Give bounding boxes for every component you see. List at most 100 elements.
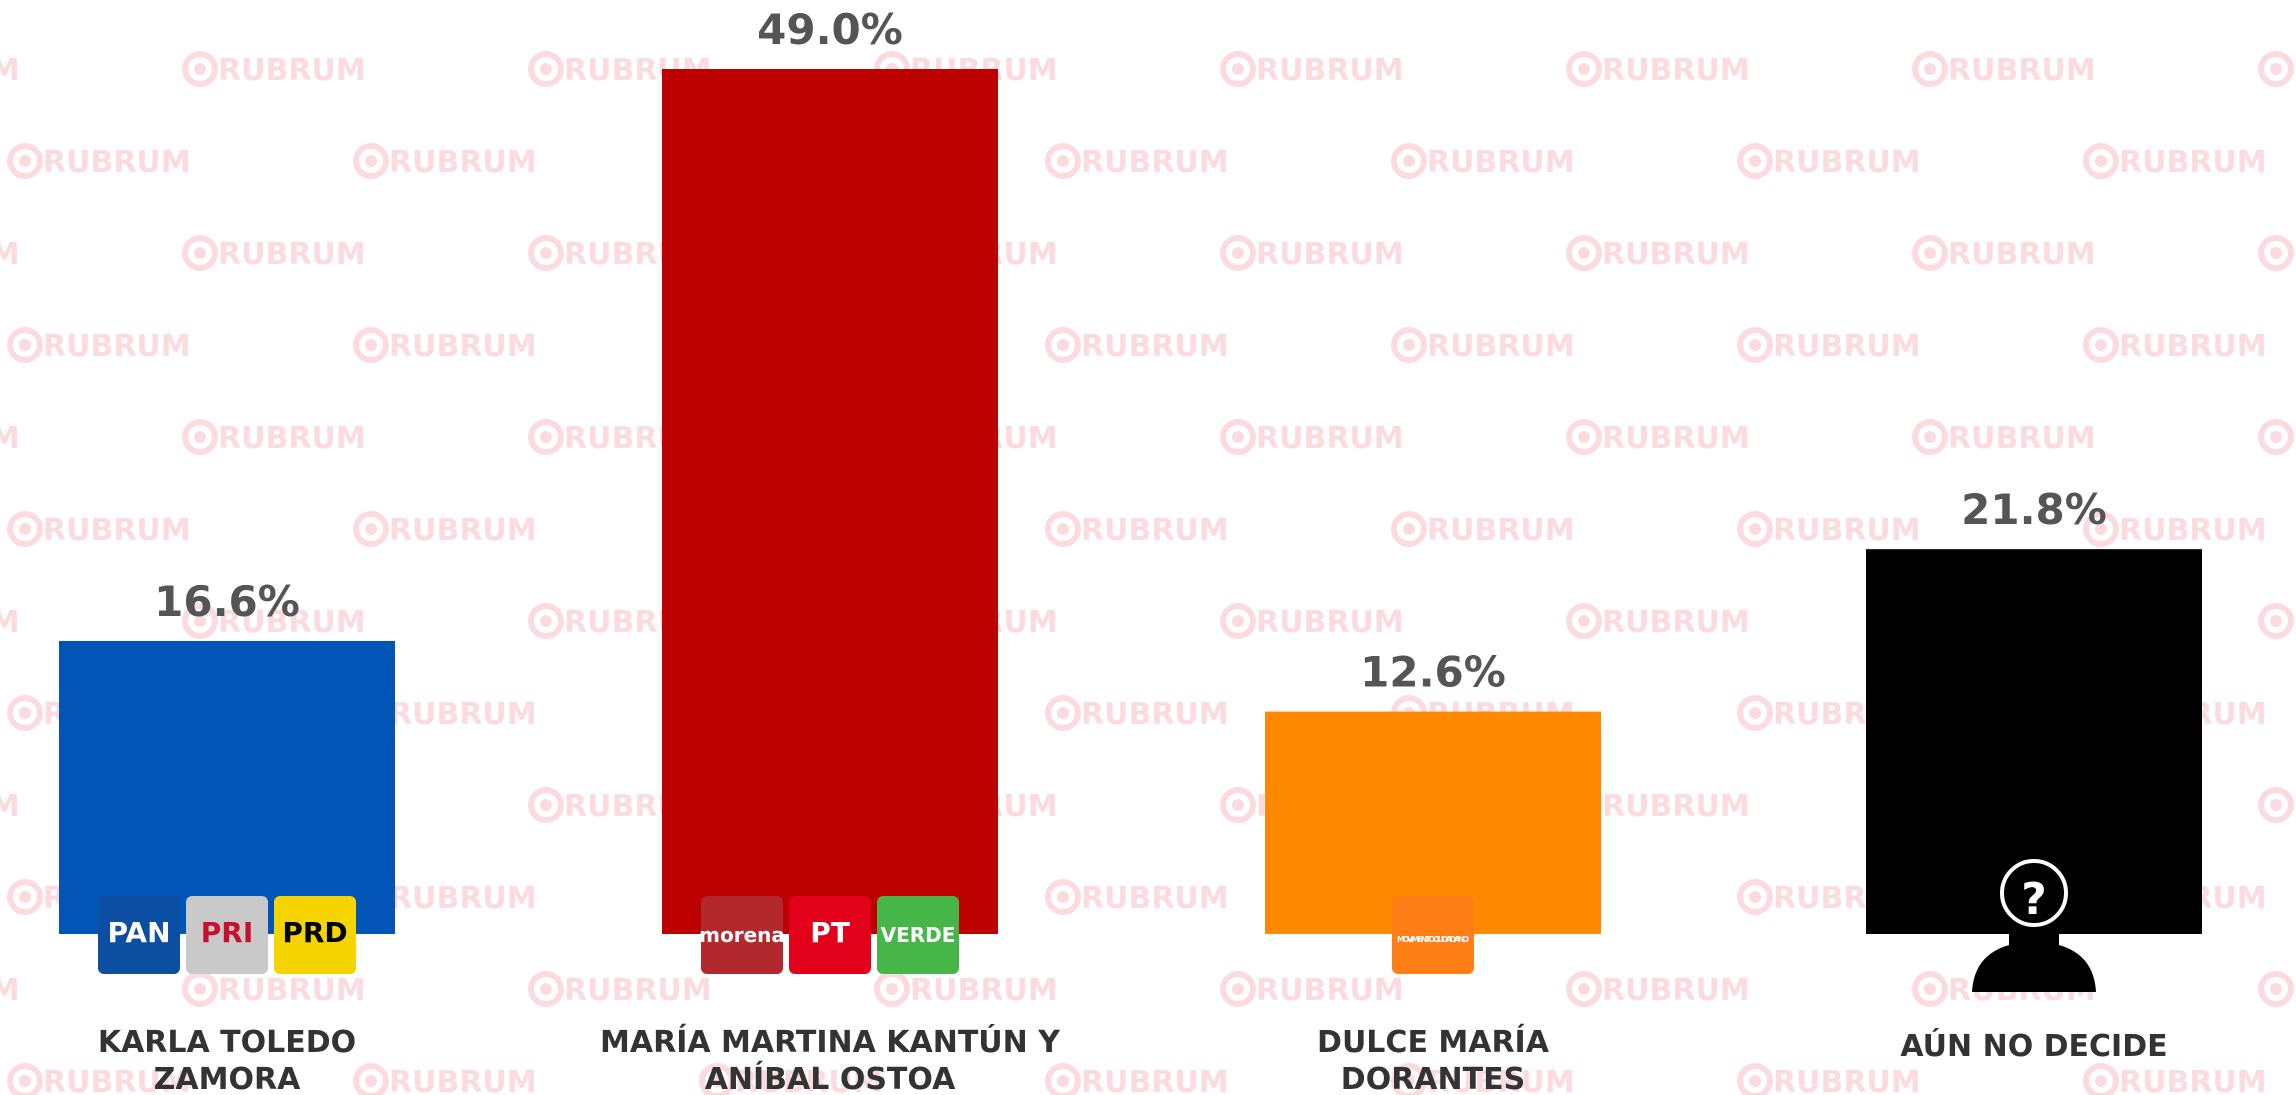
watermark-icon (1737, 879, 1773, 915)
watermark-icon (7, 1063, 43, 1095)
watermark-icon (528, 971, 564, 1007)
watermark: RUBRUM (1081, 145, 1229, 180)
watermark-icon (182, 51, 218, 87)
watermark: RUBRUM (1427, 513, 1575, 548)
watermark: RUBRUM (1602, 237, 1750, 272)
watermark-icon (1737, 511, 1773, 547)
watermark: RUBRUM (1256, 605, 1404, 640)
watermark: RUBRUM (1081, 513, 1229, 548)
category-label: DULCE MARÍA DORANTES (1317, 1025, 1549, 1095)
watermark: RUBRUM (1948, 421, 2096, 456)
watermark-icon (1045, 143, 1081, 179)
watermark: RUBRUM (1427, 145, 1575, 180)
watermark-icon (528, 51, 564, 87)
watermark-icon-dot (2270, 615, 2282, 627)
watermark-icon (1045, 695, 1081, 731)
watermark-icon-dot (1232, 799, 1244, 811)
watermark-icon-dot (365, 339, 377, 351)
watermark-icon-dot (540, 431, 552, 443)
watermark: RUBRUM (1602, 421, 1750, 456)
watermark: RUBRUM (389, 1065, 537, 1095)
watermark: RUBRUM (2119, 145, 2267, 180)
watermark-icon (2083, 327, 2119, 363)
logo-label: ? (2021, 874, 2047, 925)
watermark-icon (1566, 971, 1602, 1007)
watermark: RUBRUM (218, 237, 366, 272)
watermark: RUBRUM (1602, 53, 1750, 88)
watermark-icon-dot (1578, 983, 1590, 995)
watermark-icon (1220, 971, 1256, 1007)
watermark-icon (2258, 419, 2294, 455)
watermark-icon (2083, 1063, 2119, 1095)
watermark: RUBRUM (389, 697, 537, 732)
watermark: RUBRUM (2294, 973, 2296, 1008)
watermark-icon (1566, 235, 1602, 271)
watermark: RUBRUM (389, 513, 537, 548)
watermark-icon (1391, 143, 1427, 179)
watermark: RUBRUM (2294, 421, 2296, 456)
watermark-icon (1566, 51, 1602, 87)
watermark-icon-dot (2095, 339, 2107, 351)
category-label: MARÍA MARTINA KANTÚN Y ANÍBAL OSTOA (600, 1025, 1060, 1095)
category-label: KARLA TOLEDO ZAMORA (97, 1025, 357, 1095)
watermark-icon-dot (1578, 63, 1590, 75)
watermark-icon (1045, 1063, 1081, 1095)
watermark-icon (1391, 327, 1427, 363)
logo-label: PRI (201, 916, 254, 949)
bar (662, 69, 998, 934)
watermark-icon (1391, 1063, 1427, 1095)
watermark-icon-dot (19, 155, 31, 167)
watermark: RUBRUM (1773, 145, 1921, 180)
watermark-icon (353, 327, 389, 363)
watermark-icon-dot (1057, 523, 1069, 535)
watermark-icon (528, 787, 564, 823)
watermark-icon (7, 327, 43, 363)
watermark-icon-dot (19, 339, 31, 351)
watermark-icon-dot (194, 63, 206, 75)
watermark-icon (353, 143, 389, 179)
value-label: 12.6% (1360, 648, 1506, 697)
watermark-icon-dot (1232, 615, 1244, 627)
watermark-icon-dot (540, 799, 552, 811)
watermark-icon (528, 419, 564, 455)
bar (59, 640, 395, 934)
watermark-icon (1737, 327, 1773, 363)
watermark-icon-dot (1749, 1075, 1761, 1087)
watermark-icon-dot (19, 1075, 31, 1087)
watermark: RUBRUM (1256, 973, 1404, 1008)
watermark: RUBRUM (1427, 329, 1575, 364)
watermark: RUBRUM (1081, 881, 1229, 916)
watermark-icon (353, 1063, 389, 1095)
watermark: RUBRUM (2119, 1065, 2267, 1095)
watermark-icon (1220, 51, 1256, 87)
watermark: RUBRUM (1602, 789, 1750, 824)
watermark-icon-dot (1403, 339, 1415, 351)
watermark-icon (1220, 787, 1256, 823)
watermark-icon (7, 879, 43, 915)
watermark: RUBRUM (1256, 237, 1404, 272)
watermark-icon-dot (2270, 247, 2282, 259)
watermark: RUBRUM (1256, 421, 1404, 456)
watermark-icon (1220, 603, 1256, 639)
party-logo (1392, 896, 1474, 974)
watermark-icon-dot (194, 431, 206, 443)
watermark: RUBRUM (0, 237, 20, 272)
watermark-icon (7, 143, 43, 179)
watermark-icon-dot (1057, 339, 1069, 351)
watermark-icon (1045, 511, 1081, 547)
watermark: RUBRUM (0, 421, 20, 456)
watermark: RUBRUM (43, 1065, 191, 1095)
logo-label: PAN (107, 916, 170, 949)
watermark-icon-dot (1578, 615, 1590, 627)
watermark: RUBRUM (1773, 1065, 1921, 1095)
watermark: RUBRUM (2294, 237, 2296, 272)
watermark-icon (182, 235, 218, 271)
watermark-icon-dot (2095, 523, 2107, 535)
watermark-icon-dot (1578, 431, 1590, 443)
watermark-icon (7, 511, 43, 547)
watermark-icon-dot (1924, 247, 1936, 259)
watermark-icon-dot (2095, 155, 2107, 167)
watermark-icon-dot (1057, 707, 1069, 719)
